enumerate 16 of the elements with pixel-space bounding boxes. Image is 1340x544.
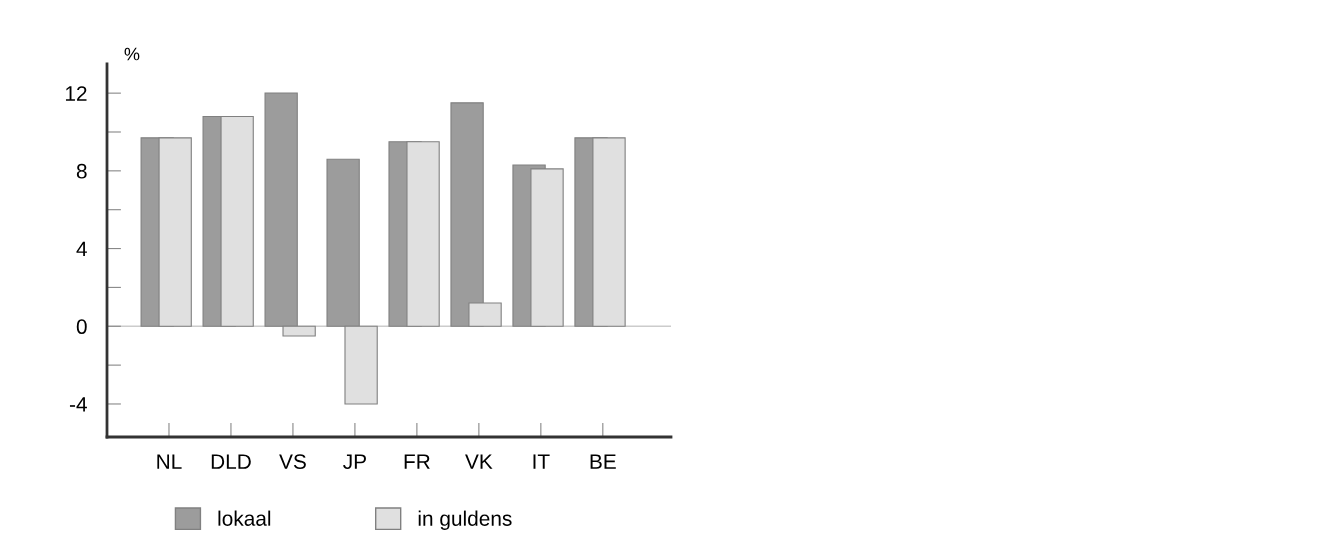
x-tick-label: FR [404, 454, 430, 469]
y-tick-label: 8 [76, 163, 87, 179]
x-tick-label: NL [157, 454, 182, 469]
legend-label: in guldens [418, 510, 512, 530]
x-tick-label: DLD [211, 454, 251, 469]
y-tick-label: 12 [65, 86, 87, 101]
y-tick-label: 0 [76, 319, 87, 335]
x-tick-label: VS [279, 454, 306, 469]
x-tick-label: VK [465, 454, 493, 469]
y-tick-label: -4 [69, 397, 87, 412]
y-tick-label: 4 [76, 241, 87, 257]
x-tick-label: BE [590, 454, 616, 469]
x-tick-label: JP [343, 454, 366, 469]
x-tick-label: IT [533, 454, 550, 469]
legend-label: lokaal [218, 510, 271, 526]
y-axis-title: % [124, 47, 140, 61]
